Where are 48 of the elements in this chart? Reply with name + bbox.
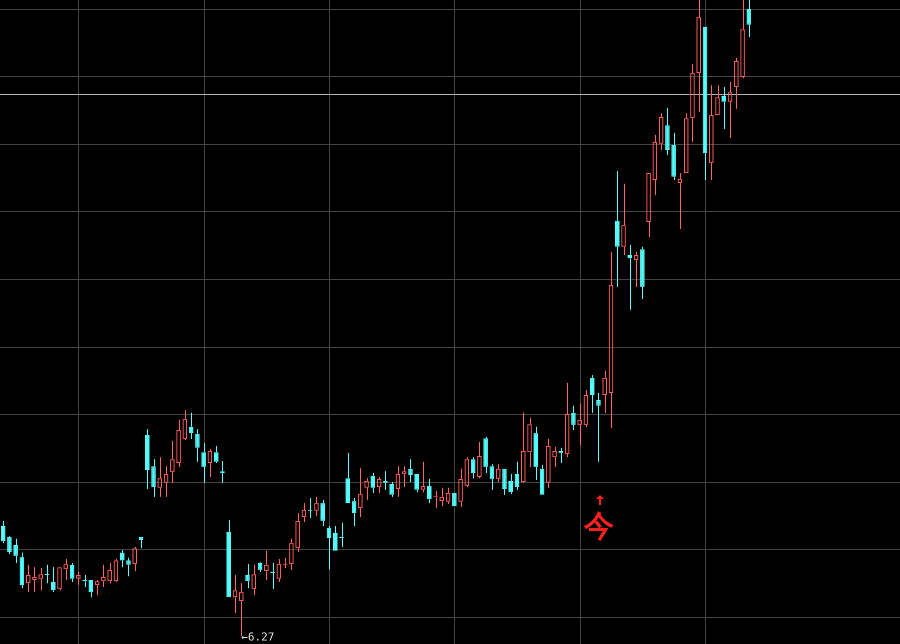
candlestick [470,456,476,479]
annotation: 今 [584,509,614,544]
candlestick [615,170,620,288]
candlestick [596,392,601,462]
candlestick [702,26,708,180]
candlestick [214,445,218,464]
candlestick [13,538,18,564]
candlestick [0,520,6,544]
candlestick [346,452,350,504]
candlestick [665,108,670,156]
candlestick [352,497,356,526]
candlestick [534,426,538,481]
candlestick [540,464,544,495]
candlestick [258,562,262,572]
candlestick [333,525,338,551]
candlestick [514,461,520,490]
candlestick [389,482,394,498]
candlestick [326,525,332,570]
candlestick [320,499,325,526]
candlestick [414,474,419,493]
candlestick [590,374,594,414]
candlestick [195,428,200,462]
candlestick [20,552,24,589]
candlestick [70,562,74,582]
candlestick [640,246,645,300]
candlestick [671,132,676,180]
annotation: ←6.27 [241,630,274,644]
candlestick [427,478,432,504]
candlestick [51,566,56,593]
candlestick [502,468,507,496]
candlestick [490,464,494,490]
candlestick [120,550,124,568]
candlestick [151,458,156,498]
candlestick [201,442,206,484]
candlestick [571,405,576,430]
candlestick [88,580,94,598]
candlestick [508,473,513,495]
candlestick [126,557,131,577]
candlestick [483,436,488,474]
candlestick [226,520,231,598]
candlestick [7,536,12,554]
candlestick [245,564,250,589]
candlestick [138,536,144,549]
candlestick [746,0,752,38]
candlestick [370,472,376,494]
candlestick [408,458,413,483]
candlestick [188,412,194,440]
candlestick [145,428,150,490]
